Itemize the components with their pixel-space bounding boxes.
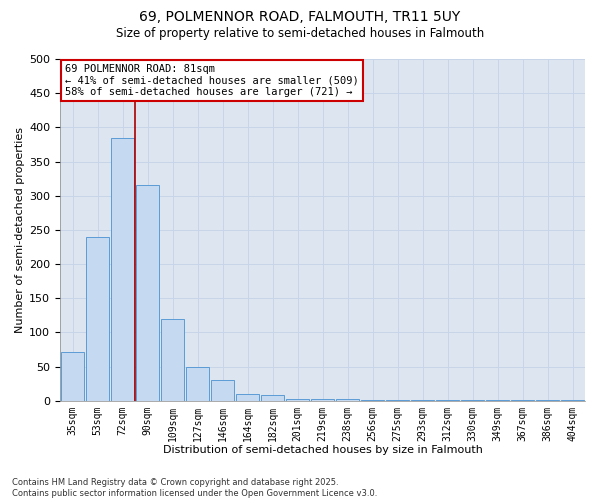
Bar <box>236 394 259 400</box>
Text: Size of property relative to semi-detached houses in Falmouth: Size of property relative to semi-detach… <box>116 28 484 40</box>
Bar <box>136 186 159 400</box>
X-axis label: Distribution of semi-detached houses by size in Falmouth: Distribution of semi-detached houses by … <box>163 445 482 455</box>
Bar <box>61 352 84 401</box>
Text: 69 POLMENNOR ROAD: 81sqm
← 41% of semi-detached houses are smaller (509)
58% of : 69 POLMENNOR ROAD: 81sqm ← 41% of semi-d… <box>65 64 359 98</box>
Bar <box>86 236 109 400</box>
Y-axis label: Number of semi-detached properties: Number of semi-detached properties <box>15 127 25 333</box>
Text: 69, POLMENNOR ROAD, FALMOUTH, TR11 5UY: 69, POLMENNOR ROAD, FALMOUTH, TR11 5UY <box>139 10 461 24</box>
Bar <box>261 396 284 400</box>
Bar <box>111 138 134 400</box>
Text: Contains HM Land Registry data © Crown copyright and database right 2025.
Contai: Contains HM Land Registry data © Crown c… <box>12 478 377 498</box>
Bar <box>161 318 184 400</box>
Bar <box>211 380 234 400</box>
Bar <box>186 366 209 400</box>
